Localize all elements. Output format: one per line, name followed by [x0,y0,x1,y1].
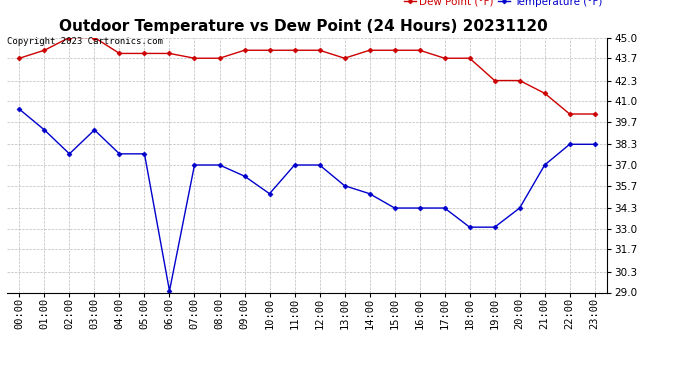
Temperature (°F) [566,142,574,147]
Temperature (°F) [540,163,549,167]
Dew Point (°F) [190,56,199,60]
Temperature (°F) [215,163,224,167]
Temperature (°F) [491,225,499,230]
Dew Point (°F) [566,112,574,116]
Temperature (°F) [340,183,348,188]
Temperature (°F) [240,174,248,178]
Dew Point (°F) [215,56,224,60]
Temperature (°F) [591,142,599,147]
Temperature (°F) [90,128,99,132]
Temperature (°F) [15,107,23,111]
Dew Point (°F) [415,48,424,52]
Dew Point (°F) [515,78,524,83]
Dew Point (°F) [440,56,449,60]
Temperature (°F) [40,128,48,132]
Temperature (°F) [315,163,324,167]
Text: Outdoor Temperature vs Dew Point (24 Hours) 20231120: Outdoor Temperature vs Dew Point (24 Hou… [59,19,548,34]
Temperature (°F) [166,289,174,293]
Dew Point (°F) [366,48,374,52]
Dew Point (°F) [15,56,23,60]
Legend: Dew Point (°F), Temperature (°F): Dew Point (°F), Temperature (°F) [404,0,602,7]
Dew Point (°F) [290,48,299,52]
Dew Point (°F) [466,56,474,60]
Dew Point (°F) [315,48,324,52]
Temperature (°F) [440,206,449,210]
Temperature (°F) [115,152,124,156]
Temperature (°F) [415,206,424,210]
Dew Point (°F) [166,51,174,56]
Dew Point (°F) [391,48,399,52]
Temperature (°F) [140,152,148,156]
Temperature (°F) [466,225,474,230]
Dew Point (°F) [266,48,274,52]
Dew Point (°F) [115,51,124,56]
Dew Point (°F) [66,35,74,40]
Temperature (°F) [290,163,299,167]
Dew Point (°F) [591,112,599,116]
Dew Point (°F) [540,91,549,96]
Dew Point (°F) [140,51,148,56]
Temperature (°F) [366,191,374,196]
Dew Point (°F) [491,78,499,83]
Temperature (°F) [66,152,74,156]
Temperature (°F) [515,206,524,210]
Temperature (°F) [266,191,274,196]
Temperature (°F) [391,206,399,210]
Line: Dew Point (°F): Dew Point (°F) [18,36,596,116]
Temperature (°F) [190,163,199,167]
Dew Point (°F) [340,56,348,60]
Line: Temperature (°F): Temperature (°F) [18,108,596,292]
Dew Point (°F) [240,48,248,52]
Dew Point (°F) [90,35,99,40]
Text: Copyright 2023 Cartronics.com: Copyright 2023 Cartronics.com [7,38,163,46]
Dew Point (°F) [40,48,48,52]
